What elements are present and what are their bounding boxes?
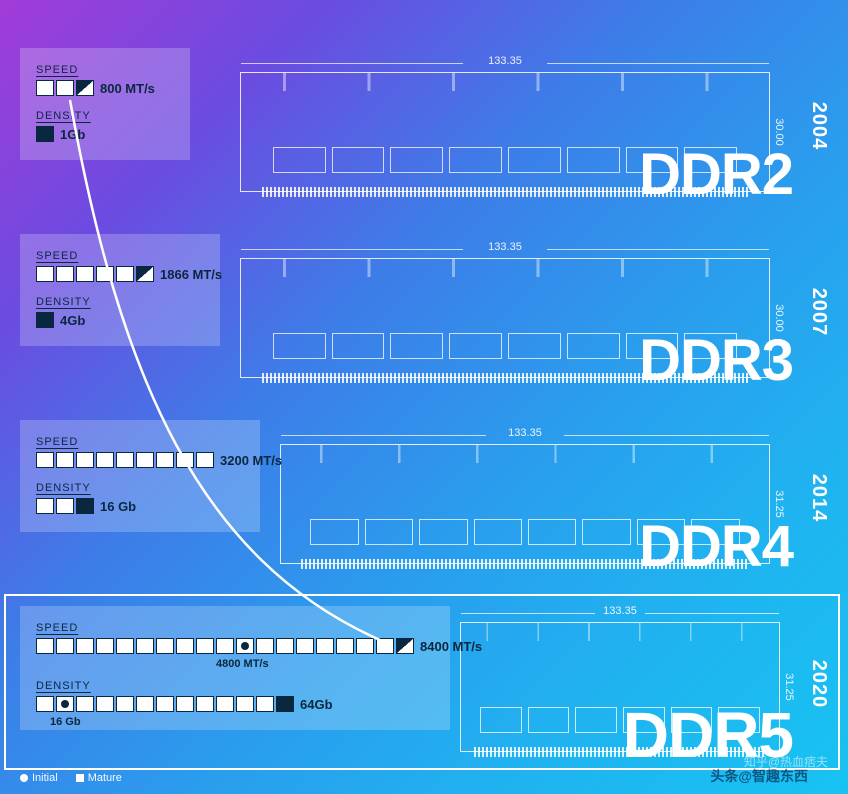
module-notches bbox=[281, 445, 769, 463]
year-label-ddr2: 2004 bbox=[806, 102, 829, 151]
gen-row-ddr3: 133.35 30.00 DDR3 2007 SPEED 1866 MT/s D… bbox=[0, 222, 848, 402]
density-label: DENSITY bbox=[36, 296, 204, 308]
module-width-label: 133.35 bbox=[241, 241, 769, 253]
speed-label: SPEED bbox=[36, 250, 204, 262]
density-bar-ddr5: 64Gb 16 Gb bbox=[36, 696, 434, 712]
density-value: 16 Gb bbox=[100, 499, 136, 514]
density-value: 64Gb bbox=[300, 697, 333, 712]
gen-title-ddr2: DDR2 bbox=[639, 141, 793, 208]
speed-bar-ddr5: 8400 MT/s 4800 MT/s bbox=[36, 638, 434, 654]
speed-value: 800 MT/s bbox=[100, 81, 155, 96]
speed-label: SPEED bbox=[36, 436, 244, 448]
module-width-label: 133.35 bbox=[241, 55, 769, 67]
density-label: DENSITY bbox=[36, 110, 174, 122]
module-height-label: 31.25 bbox=[783, 673, 795, 701]
info-panel-ddr3: SPEED 1866 MT/s DENSITY 4Gb bbox=[20, 234, 220, 346]
year-label-ddr4: 2014 bbox=[806, 474, 829, 523]
gen-title-ddr4: DDR4 bbox=[639, 513, 793, 580]
legend-mature-icon bbox=[76, 774, 84, 782]
speed-bar-ddr2: 800 MT/s bbox=[36, 80, 174, 96]
density-bar-ddr4: 16 Gb bbox=[36, 498, 244, 514]
speed-label: SPEED bbox=[36, 622, 434, 634]
density-bar-ddr3: 4Gb bbox=[36, 312, 204, 328]
module-width-label: 133.35 bbox=[461, 605, 779, 617]
gen-row-ddr4: 133.35 31.25 DDR4 2014 SPEED 3200 MT/s D… bbox=[0, 408, 848, 588]
legend-mature: Mature bbox=[76, 772, 122, 784]
year-label-ddr5: 2020 bbox=[806, 660, 829, 709]
speed-bar-ddr4: 3200 MT/s bbox=[36, 452, 244, 468]
density-value: 4Gb bbox=[60, 313, 85, 328]
speed-value: 3200 MT/s bbox=[220, 453, 282, 468]
density-label: DENSITY bbox=[36, 680, 434, 692]
density-mid-label: 16 Gb bbox=[50, 716, 81, 728]
year-label-ddr3: 2007 bbox=[806, 288, 829, 337]
legend-initial-icon bbox=[20, 774, 28, 782]
speed-value: 1866 MT/s bbox=[160, 267, 222, 282]
gen-row-ddr5: 133.35 31.25 DDR5 2020 SPEED 8400 MT bbox=[0, 594, 848, 774]
info-panel-ddr4: SPEED 3200 MT/s DENSITY 16 Gb bbox=[20, 420, 260, 532]
gen-row-ddr2: 133.35 30.00 DDR2 2004 SPEED 800 MT/s DE… bbox=[0, 36, 848, 216]
density-bar-ddr2: 1Gb bbox=[36, 126, 174, 142]
density-label: DENSITY bbox=[36, 482, 244, 494]
speed-bar-ddr3: 1866 MT/s bbox=[36, 266, 204, 282]
module-width-label: 133.35 bbox=[281, 427, 769, 439]
legend: Initial Mature bbox=[20, 772, 122, 784]
info-panel-ddr5: SPEED 8400 MT/s 4800 MT/s DENSITY bbox=[20, 606, 450, 730]
legend-initial: Initial bbox=[20, 772, 58, 784]
module-notches bbox=[461, 623, 779, 641]
density-value: 1Gb bbox=[60, 127, 85, 142]
module-notches bbox=[241, 73, 769, 91]
infographic-canvas: 133.35 30.00 DDR2 2004 SPEED 800 MT/s DE… bbox=[0, 0, 848, 794]
watermark-primary: 头条@智趣东西 bbox=[710, 766, 808, 786]
speed-label: SPEED bbox=[36, 64, 174, 76]
module-notches bbox=[241, 259, 769, 277]
info-panel-ddr2: SPEED 800 MT/s DENSITY 1Gb bbox=[20, 48, 190, 160]
gen-title-ddr3: DDR3 bbox=[639, 327, 793, 394]
speed-value: 8400 MT/s bbox=[420, 639, 482, 654]
speed-mid-label: 4800 MT/s bbox=[216, 658, 269, 670]
